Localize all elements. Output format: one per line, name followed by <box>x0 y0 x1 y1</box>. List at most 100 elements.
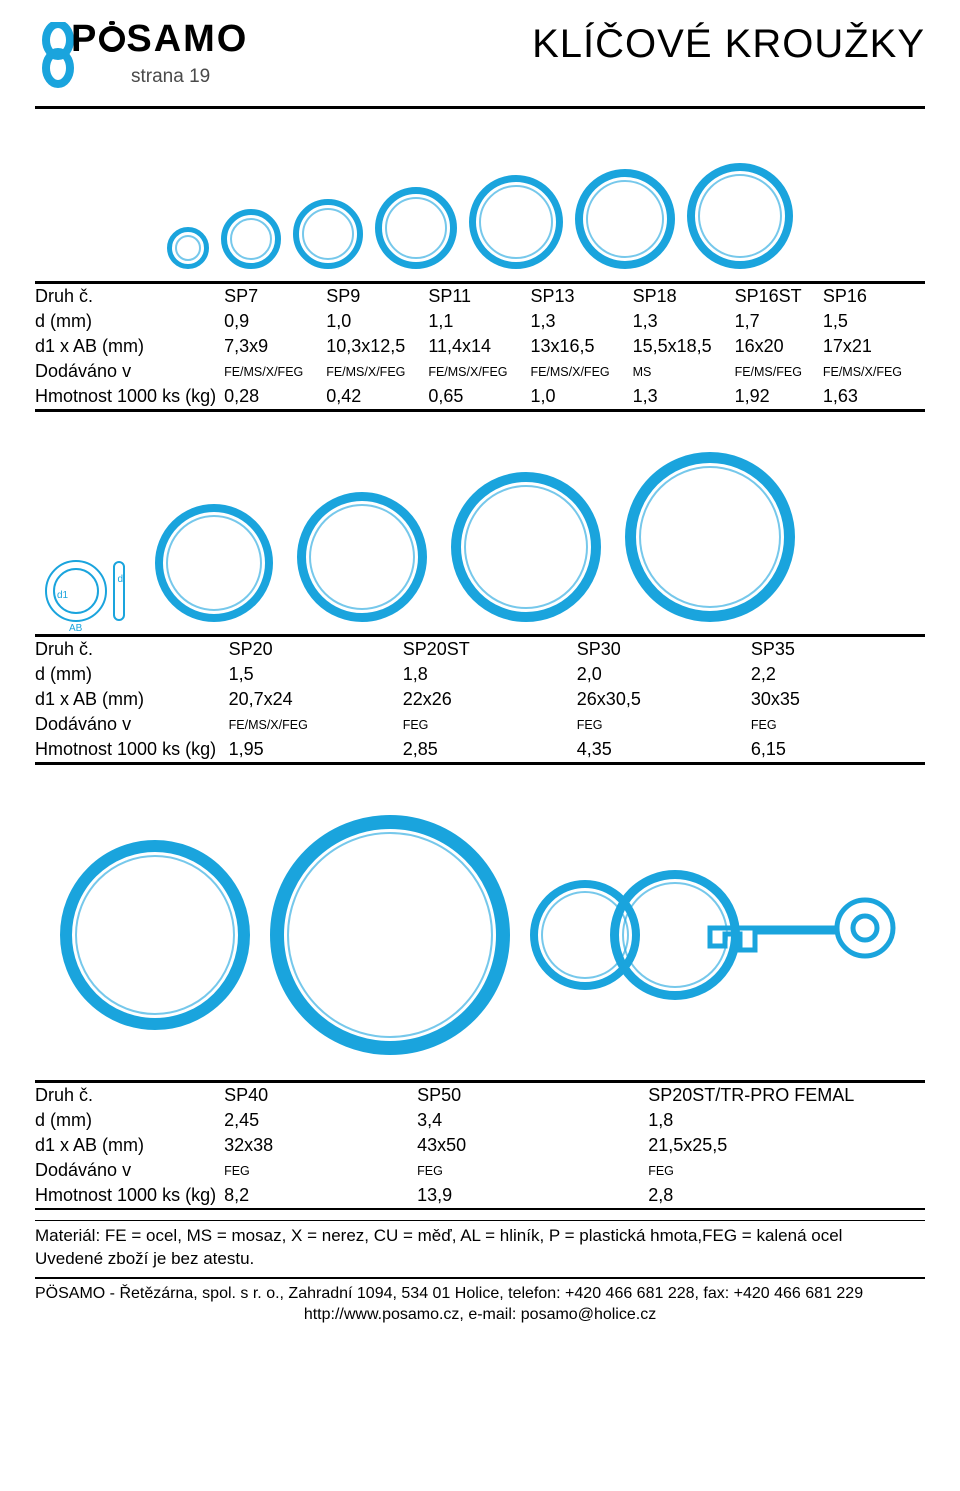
cell: 2,8 <box>648 1183 925 1209</box>
cell: 1,0 <box>530 384 632 411</box>
cell: 26x30,5 <box>577 687 751 712</box>
ring-icon <box>270 815 510 1055</box>
cell: FEG <box>751 712 925 737</box>
cell: 0,28 <box>224 384 326 411</box>
cell: 10,3x12,5 <box>326 334 428 359</box>
brand-logo-text: PSAMO <box>71 20 248 58</box>
cell: 2,0 <box>577 662 751 687</box>
ring-icon <box>155 504 273 622</box>
ring-icon <box>375 187 457 269</box>
footer-line2: http://www.posamo.cz, e-mail: posamo@hol… <box>35 1304 925 1326</box>
cell: 1,5 <box>229 662 403 687</box>
cell: 1,7 <box>735 309 823 334</box>
ring-icon <box>167 227 209 269</box>
footer-address: PÖSAMO - Řetězárna, spol. s r. o., Zahra… <box>35 1277 925 1326</box>
cell: 0,9 <box>224 309 326 334</box>
logo-block: PSAMO strana 19 <box>35 20 248 100</box>
material-legend: Materiál: FE = ocel, MS = mosaz, X = ner… <box>35 1225 925 1248</box>
page-number-label: strana 19 <box>131 66 248 88</box>
row-label: Dodáváno v <box>35 359 224 384</box>
row-label: d1 x AB (mm) <box>35 1133 224 1158</box>
cell: SP50 <box>417 1082 648 1109</box>
cell: FEG <box>648 1158 925 1183</box>
keyring-cluster <box>530 870 900 1000</box>
cell: 2,85 <box>403 737 577 764</box>
atest-note: Uvedené zboží je bez atestu. <box>35 1248 925 1271</box>
row-label: Dodáváno v <box>35 712 229 737</box>
cell: 1,8 <box>403 662 577 687</box>
cell: FEG <box>577 712 751 737</box>
cell: MS <box>633 359 735 384</box>
ring-icon <box>293 199 363 269</box>
logo-chain-icon <box>41 22 75 100</box>
cell: SP18 <box>633 283 735 310</box>
row-label: d (mm) <box>35 662 229 687</box>
cell: 7,3x9 <box>224 334 326 359</box>
cell: 1,5 <box>823 309 925 334</box>
row-label: Dodáváno v <box>35 1158 224 1183</box>
spec-table-1: Druh č.SP7SP9SP11SP13SP18SP16STSP16d (mm… <box>35 281 925 412</box>
row-label: Druh č. <box>35 283 224 310</box>
cell: 6,15 <box>751 737 925 764</box>
cell: SP20ST <box>403 636 577 663</box>
ring-icon <box>625 452 795 622</box>
ring-icon <box>297 492 427 622</box>
cell: 1,92 <box>735 384 823 411</box>
cell: SP40 <box>224 1082 417 1109</box>
page-header: PSAMO strana 19 KLÍČOVÉ KROUŽKY <box>35 20 925 109</box>
rings-row-3 <box>35 805 925 1065</box>
cell: FEG <box>403 712 577 737</box>
page-title: KLÍČOVÉ KROUŽKY <box>532 22 925 67</box>
row-label: d1 x AB (mm) <box>35 334 224 359</box>
row-label: Druh č. <box>35 636 229 663</box>
cell: FE/MS/X/FEG <box>428 359 530 384</box>
row-label: d (mm) <box>35 309 224 334</box>
cell: 0,42 <box>326 384 428 411</box>
cell: 2,2 <box>751 662 925 687</box>
cell: 1,8 <box>648 1108 925 1133</box>
cell: 1,1 <box>428 309 530 334</box>
cell: SP35 <box>751 636 925 663</box>
row-label: Druh č. <box>35 1082 224 1109</box>
cell: 2,45 <box>224 1108 417 1133</box>
cell: 0,65 <box>428 384 530 411</box>
cell: 15,5x18,5 <box>633 334 735 359</box>
rings-row-2: d1 d AB <box>35 452 925 622</box>
cell: 1,63 <box>823 384 925 411</box>
material-note: Materiál: FE = ocel, MS = mosaz, X = ner… <box>35 1220 925 1271</box>
rings-row-1 <box>35 149 925 269</box>
cell: 11,4x14 <box>428 334 530 359</box>
row-label: Hmotnost 1000 ks (kg) <box>35 737 229 764</box>
cell: FE/MS/X/FEG <box>224 359 326 384</box>
cell: 43x50 <box>417 1133 648 1158</box>
cell: 13,9 <box>417 1183 648 1209</box>
cell: 4,35 <box>577 737 751 764</box>
row-label: Hmotnost 1000 ks (kg) <box>35 1183 224 1209</box>
ring-icon <box>687 163 793 269</box>
ring-icon <box>575 169 675 269</box>
cell: SP16 <box>823 283 925 310</box>
cell: 16x20 <box>735 334 823 359</box>
cell: SP11 <box>428 283 530 310</box>
cell: FEG <box>224 1158 417 1183</box>
cell: FEG <box>417 1158 648 1183</box>
cell: 1,3 <box>530 309 632 334</box>
ring-icon <box>451 472 601 622</box>
cell: 17x21 <box>823 334 925 359</box>
dimension-diagram: d1 d AB <box>45 560 125 622</box>
row-label: Hmotnost 1000 ks (kg) <box>35 384 224 411</box>
ring-icon <box>221 209 281 269</box>
ring-icon <box>610 870 740 1000</box>
cell: 30x35 <box>751 687 925 712</box>
cell: 13x16,5 <box>530 334 632 359</box>
cell: 32x38 <box>224 1133 417 1158</box>
cell: 3,4 <box>417 1108 648 1133</box>
cell: SP16ST <box>735 283 823 310</box>
ring-icon <box>469 175 563 269</box>
cell: FE/MS/X/FEG <box>823 359 925 384</box>
cell: 20,7x24 <box>229 687 403 712</box>
cell: 21,5x25,5 <box>648 1133 925 1158</box>
cell: 1,0 <box>326 309 428 334</box>
cell: FE/MS/X/FEG <box>229 712 403 737</box>
diagram-label-ab: AB <box>69 623 82 634</box>
